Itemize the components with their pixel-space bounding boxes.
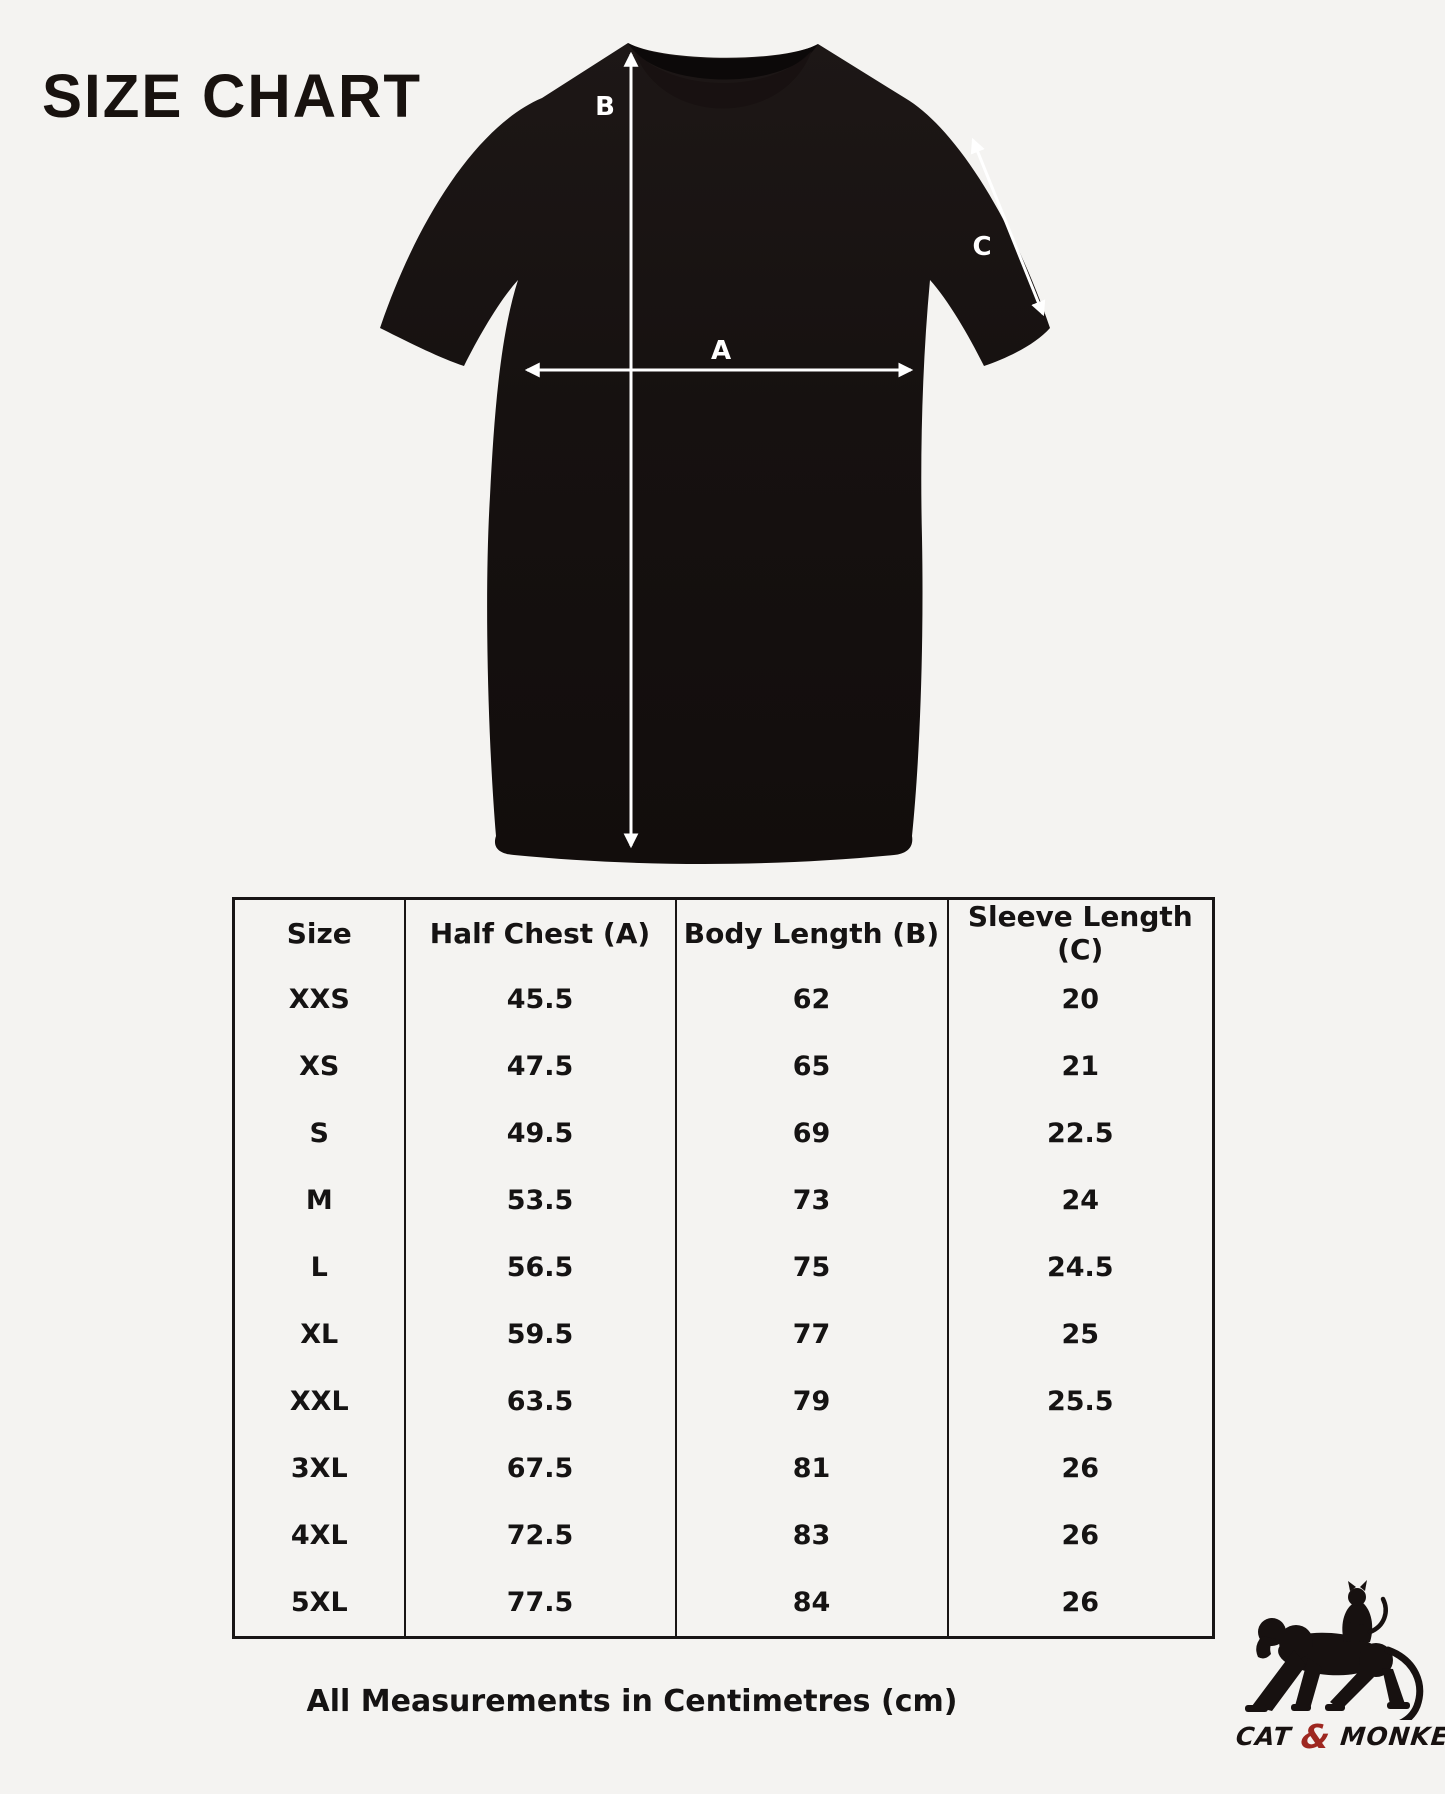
half-chest-cell: 53.5 xyxy=(403,1167,676,1234)
sleeve-length-cell: 26 xyxy=(946,1435,1214,1502)
half-chest-label: A xyxy=(711,336,731,366)
sleeve-length-cell: 25.5 xyxy=(946,1368,1214,1435)
sleeve-length-cell: 20 xyxy=(946,966,1214,1033)
size-cell: XL xyxy=(300,1319,339,1350)
table-row: XXS 45.5 62 20 xyxy=(234,966,1214,1033)
half-chest-cell: 56.5 xyxy=(403,1234,676,1301)
sleeve-length-cell: 24.5 xyxy=(946,1234,1214,1301)
size-cell: 4XL xyxy=(290,1520,348,1551)
half-chest-cell: 59.5 xyxy=(403,1301,676,1368)
body-length-label: B xyxy=(595,92,615,122)
table-row: XXL 63.5 79 25.5 xyxy=(234,1368,1214,1435)
table-row: XS 47.5 65 21 xyxy=(234,1033,1214,1100)
sleeve-length-cell: 26 xyxy=(946,1569,1214,1638)
half-chest-cell: 72.5 xyxy=(403,1502,676,1569)
page-title: SIZE CHART xyxy=(42,61,422,131)
size-table: Size Half Chest (A) Body Length (B) Slee… xyxy=(232,897,1215,1639)
sleeve-length-label: C xyxy=(972,232,991,262)
collar-shadow-icon xyxy=(634,50,812,109)
table-row: S 49.5 69 22.5 xyxy=(234,1100,1214,1167)
size-cell: M xyxy=(305,1185,333,1216)
col-header-half-chest: Half Chest (A) xyxy=(403,898,676,966)
body-length-cell: 84 xyxy=(674,1569,948,1638)
size-cell: S xyxy=(309,1118,329,1149)
body-length-cell: 81 xyxy=(674,1435,948,1502)
body-length-cell: 77 xyxy=(674,1301,948,1368)
body-length-cell: 83 xyxy=(674,1502,948,1569)
brand-name: CAT & MONKEY xyxy=(1234,1717,1445,1756)
half-chest-cell: 67.5 xyxy=(403,1435,676,1502)
sleeve-length-cell: 21 xyxy=(946,1033,1214,1100)
half-chest-cell: 77.5 xyxy=(403,1569,676,1638)
brand-ampersand: & xyxy=(1299,1717,1333,1756)
size-cell: L xyxy=(310,1252,328,1283)
size-cell: XS xyxy=(299,1051,340,1082)
size-cell: XXL xyxy=(289,1386,349,1417)
sleeve-length-cell: 24 xyxy=(946,1167,1214,1234)
col-header-sleeve-length: Sleeve Length (C) xyxy=(946,898,1214,966)
table-header-row: Size Half Chest (A) Body Length (B) Slee… xyxy=(234,898,1214,966)
col-header-body-length: Body Length (B) xyxy=(674,898,948,966)
table-row: 5XL 77.5 84 26 xyxy=(234,1569,1214,1638)
body-length-cell: 65 xyxy=(674,1033,948,1100)
collar-band-icon xyxy=(628,43,818,80)
size-cell: 3XL xyxy=(290,1453,348,1484)
half-chest-cell: 49.5 xyxy=(403,1100,676,1167)
sleeve-length-cell: 22.5 xyxy=(946,1100,1214,1167)
table-row: 3XL 67.5 81 26 xyxy=(234,1435,1214,1502)
table-row: M 53.5 73 24 xyxy=(234,1167,1214,1234)
tshirt-silhouette-icon xyxy=(380,43,1050,864)
measurement-note: All Measurements in Centimetres (cm) xyxy=(306,1684,958,1719)
table-row: L 56.5 75 24.5 xyxy=(234,1234,1214,1301)
sleeve-length-cell: 26 xyxy=(946,1502,1214,1569)
tshirt-diagram: A B C xyxy=(380,43,1050,864)
body-length-cell: 79 xyxy=(674,1368,948,1435)
brand-word-monkey: MONKEY xyxy=(1339,1722,1445,1751)
sleeve-length-arrow xyxy=(970,137,1046,317)
col-header-size: Size xyxy=(286,916,352,950)
table-row: 4XL 72.5 83 26 xyxy=(234,1502,1214,1569)
size-cell: 5XL xyxy=(290,1587,348,1618)
table-row: XL 59.5 77 25 xyxy=(234,1301,1214,1368)
body-length-cell: 62 xyxy=(674,966,948,1033)
brand-logo: CAT & MONKEY xyxy=(1234,1580,1445,1756)
half-chest-cell: 63.5 xyxy=(403,1368,676,1435)
body-length-cell: 69 xyxy=(674,1100,948,1167)
half-chest-cell: 47.5 xyxy=(403,1033,676,1100)
sleeve-length-cell: 25 xyxy=(946,1301,1214,1368)
body-length-cell: 75 xyxy=(674,1234,948,1301)
cat-and-monkey-logo-icon xyxy=(1245,1580,1424,1720)
body-length-cell: 73 xyxy=(674,1167,948,1234)
half-chest-cell: 45.5 xyxy=(403,966,676,1033)
size-cell: XXS xyxy=(288,984,350,1015)
brand-word-cat: CAT xyxy=(1234,1722,1293,1751)
